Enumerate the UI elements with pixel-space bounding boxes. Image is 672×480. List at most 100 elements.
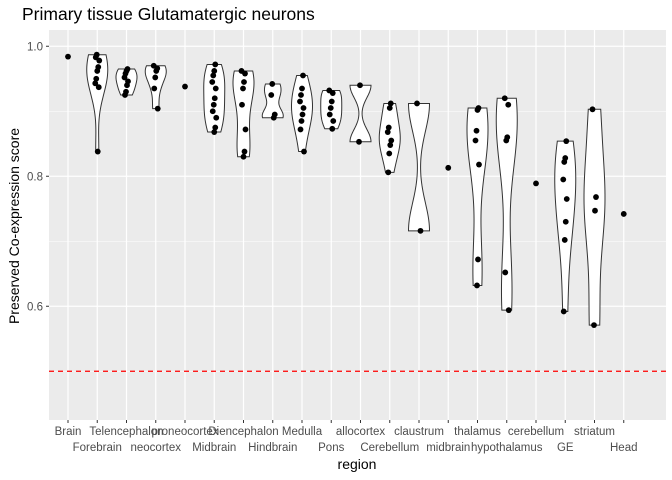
data-point: [239, 101, 245, 108]
violins: [86, 54, 606, 326]
data-point: [501, 95, 508, 102]
data-point: [473, 127, 480, 134]
x-tick-label: GE: [557, 442, 574, 454]
data-point: [124, 82, 130, 89]
data-point: [560, 176, 567, 183]
violin-allocortex: [349, 84, 372, 143]
y-tick-label: 0.6: [27, 301, 43, 313]
data-point: [212, 124, 219, 131]
data-point: [301, 148, 307, 155]
data-point: [593, 194, 599, 200]
data-point: [563, 196, 570, 202]
data-point: [357, 82, 363, 89]
data-point: [386, 105, 393, 111]
x-tick-label: striatum: [574, 426, 615, 438]
data-point: [212, 85, 219, 92]
violin-striatum: [583, 108, 606, 326]
x-tick-label: Brain: [55, 426, 82, 438]
data-point: [297, 98, 303, 105]
data-point: [151, 85, 158, 92]
data-point: [562, 218, 569, 225]
violin-hindbrain: [261, 83, 284, 119]
data-point: [300, 72, 306, 79]
data-point: [242, 126, 249, 133]
data-point: [560, 308, 567, 315]
data-point: [563, 138, 570, 145]
data-point: [152, 74, 159, 81]
data-point: [95, 84, 102, 91]
violin-diencephalon: [232, 70, 255, 158]
data-point: [327, 105, 334, 111]
data-point: [65, 53, 71, 60]
data-point: [592, 207, 598, 214]
x-tick-label: claustrum: [394, 426, 444, 438]
data-point: [241, 148, 248, 155]
x-tick-label: Forebrain: [73, 442, 122, 454]
violin-claustrum: [407, 102, 431, 232]
x-tick-label: Pons: [318, 442, 344, 454]
data-point: [240, 85, 246, 92]
x-tick-label: Head: [610, 442, 638, 454]
data-point: [154, 105, 161, 112]
data-point: [213, 114, 220, 121]
x-axis-title: region: [337, 456, 377, 472]
data-point: [387, 100, 394, 107]
data-point: [209, 79, 216, 85]
data-point: [445, 164, 452, 171]
data-point: [533, 180, 539, 187]
x-tick-label: Diencephalon: [208, 426, 278, 438]
data-point: [503, 137, 510, 144]
data-point: [505, 307, 512, 314]
data-point: [211, 95, 218, 102]
points: [65, 51, 627, 328]
data-point: [326, 111, 333, 118]
data-point: [92, 80, 99, 87]
data-point: [268, 92, 275, 98]
x-tick-label: Medulla: [282, 426, 323, 438]
x-tick-label: Cerebellum: [360, 442, 419, 454]
data-point: [122, 92, 128, 98]
x-tick-label: hypothalamus: [471, 442, 543, 454]
data-point: [385, 124, 392, 131]
data-point: [121, 74, 128, 81]
data-point: [269, 81, 276, 87]
y-tick-label: 1.0: [27, 41, 43, 53]
data-point: [242, 70, 248, 77]
violin-cerebellum: [378, 102, 401, 173]
data-point: [474, 107, 481, 113]
data-point: [298, 92, 304, 98]
data-point: [417, 227, 424, 234]
data-point: [299, 111, 306, 118]
data-point: [211, 129, 218, 135]
violin-ge: [554, 140, 577, 312]
data-point: [388, 137, 395, 144]
data-point: [561, 237, 568, 243]
data-point: [330, 118, 337, 124]
data-point: [386, 150, 393, 157]
data-point: [297, 126, 304, 133]
x-tick-label: thalamus: [454, 426, 501, 438]
data-point: [589, 106, 596, 113]
x-tick-label: proneocortex: [151, 426, 218, 438]
data-point: [210, 101, 217, 108]
data-point: [476, 161, 482, 168]
data-point: [299, 85, 305, 92]
violin-forebrain: [86, 54, 109, 153]
data-point: [93, 75, 100, 82]
data-point: [502, 269, 509, 276]
y-tick-label: 0.8: [27, 171, 43, 183]
data-point: [356, 138, 362, 145]
data-point: [153, 68, 160, 74]
y-axis: 0.6 0.8 1.0: [27, 41, 49, 313]
data-point: [472, 137, 479, 144]
data-point: [94, 148, 101, 155]
x-tick-label: Telencephalon: [89, 426, 163, 438]
x-tick-label: midbrain: [426, 442, 470, 454]
violin-hypothalamus: [495, 97, 518, 311]
x-tick-label: Hindbrain: [248, 442, 297, 454]
data-point: [329, 125, 336, 132]
data-point: [210, 72, 217, 79]
data-point: [329, 90, 336, 96]
data-point: [328, 98, 335, 105]
